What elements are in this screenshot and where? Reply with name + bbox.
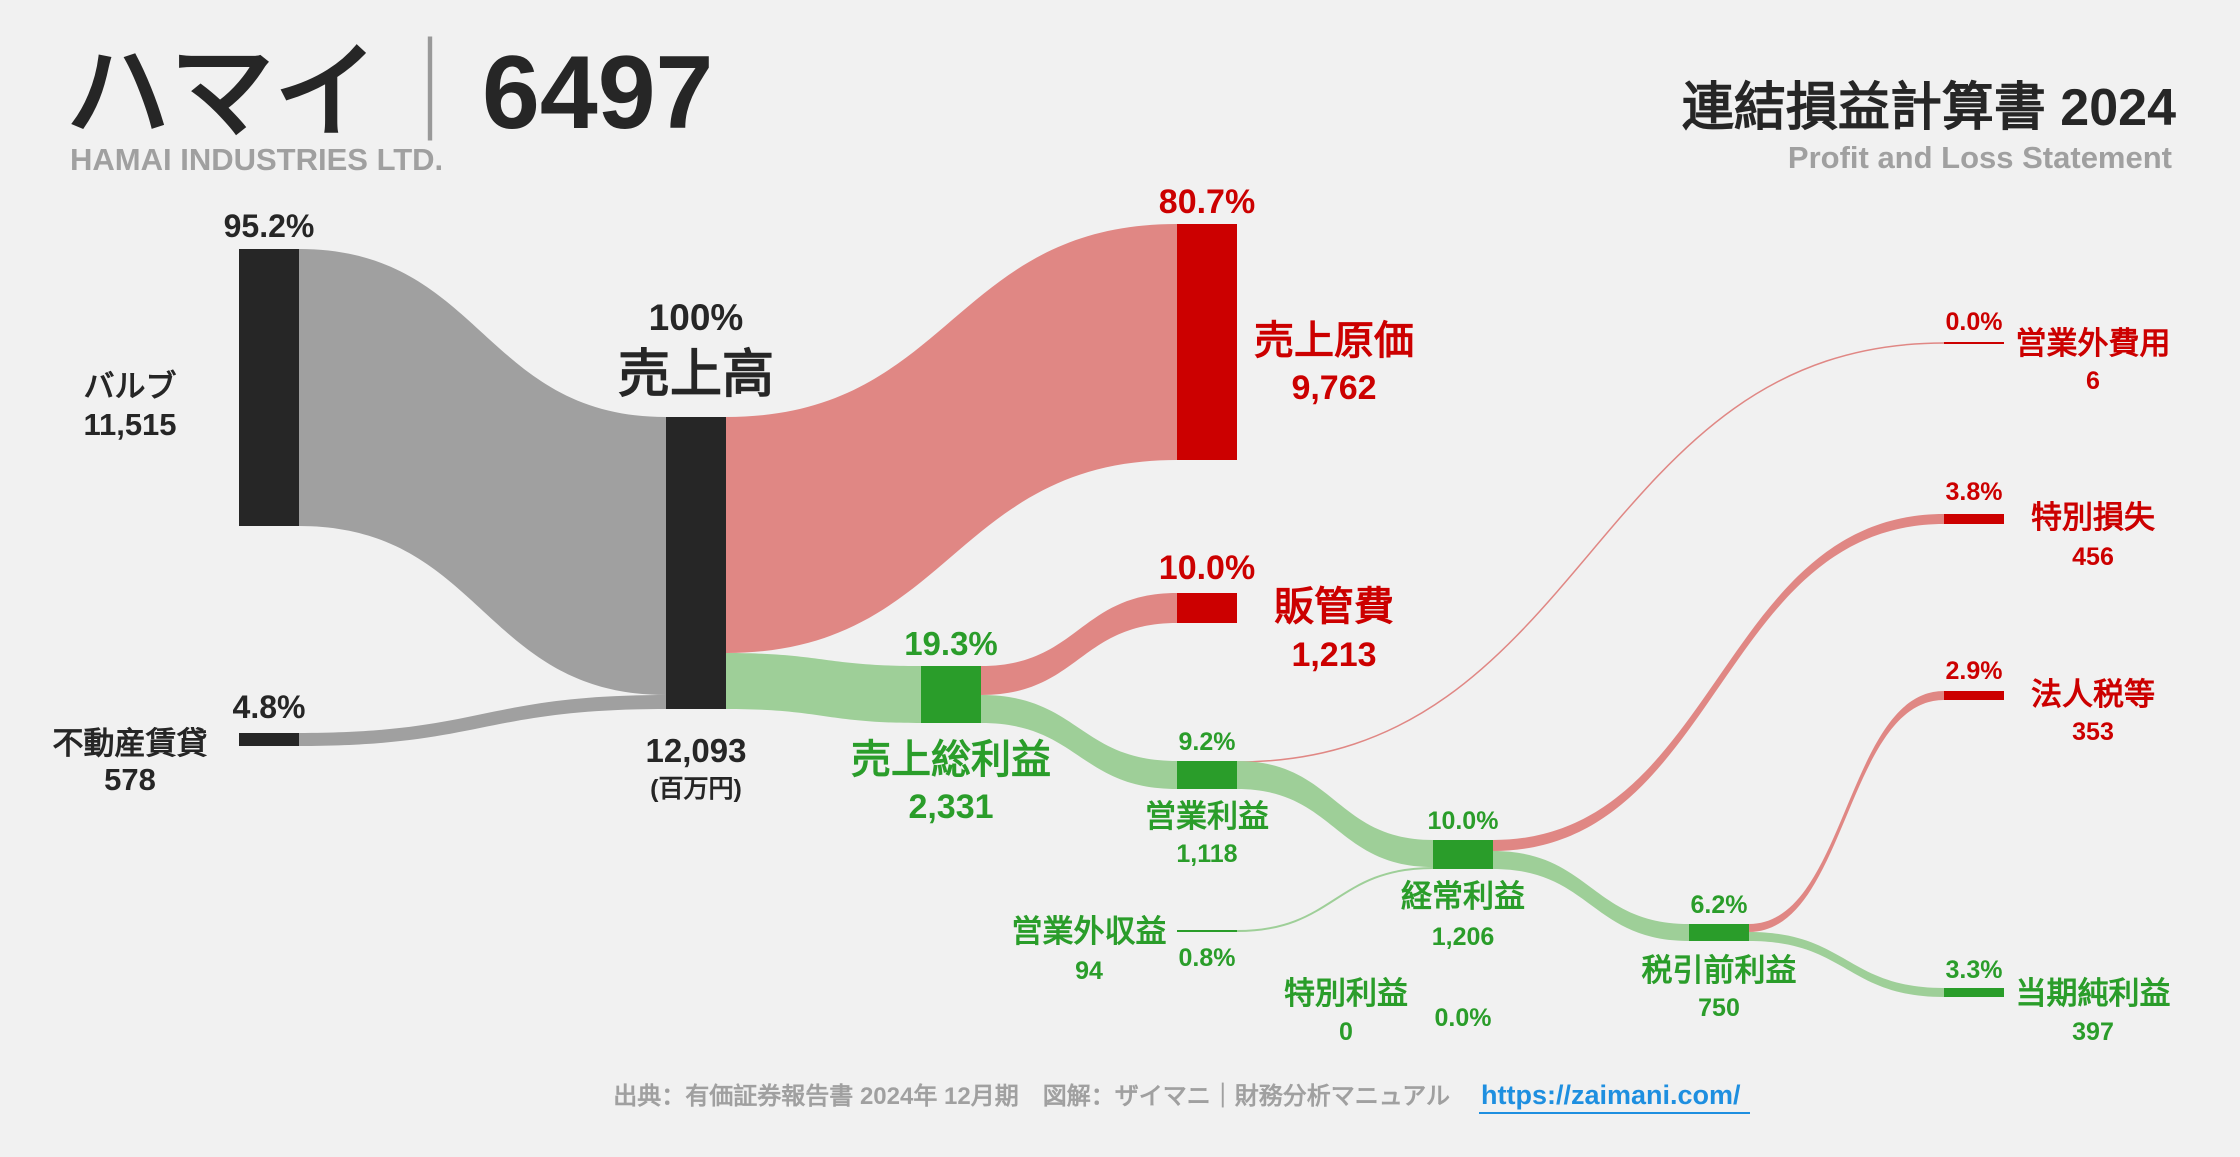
- cogs-label: 売上原価: [1254, 319, 1414, 363]
- sales-label: 売上高: [618, 346, 774, 404]
- sales-pct: 100%: [649, 297, 744, 338]
- flow-operating-ordinary: [1237, 761, 1433, 867]
- node-pretax: [1689, 924, 1749, 941]
- node-cogs: [1177, 224, 1237, 460]
- operating-label: 営業利益: [1145, 799, 1269, 834]
- node-sga: [1177, 593, 1237, 623]
- node-gross: [921, 666, 981, 723]
- valve-label: バルブ: [84, 369, 177, 404]
- nonop-exp-value: 6: [2086, 367, 2100, 395]
- node-operating: [1177, 761, 1237, 789]
- tax-label: 法人税等: [2031, 677, 2155, 712]
- nonop-exp-label: 営業外費用: [2016, 326, 2171, 361]
- tax-pct: 2.9%: [1946, 657, 2003, 685]
- footer-source: 出典：有価証券報告書 2024年 12月期 図解：ザイマニ｜財務分析マニュアル: [613, 1082, 1450, 1110]
- extra-loss-label: 特別損失: [2031, 500, 2156, 535]
- pretax-value: 750: [1698, 994, 1740, 1022]
- sga-pct: 10.0%: [1159, 549, 1255, 587]
- footer-link[interactable]: https://zaimani.com/: [1481, 1080, 1741, 1110]
- net-pct: 3.3%: [1946, 956, 2003, 984]
- nonop-exp-pct: 0.0%: [1946, 308, 2003, 336]
- company-name: ハマイ｜6497: [66, 35, 713, 151]
- company-name-en: HAMAI INDUSTRIES LTD.: [70, 142, 443, 177]
- extra-loss-value: 456: [2072, 543, 2114, 571]
- rent-value: 578: [104, 762, 156, 797]
- nonop-inc-label: 営業外収益: [1012, 914, 1167, 949]
- flow-valve-sales: [299, 249, 666, 695]
- sales-unit: (百万円): [650, 775, 742, 803]
- node-nonop-exp: [1944, 342, 2004, 344]
- ordinary-value: 1,206: [1432, 923, 1495, 951]
- sga-label: 販管費: [1274, 585, 1394, 629]
- statement-title: 連結損益計算書 2024: [1682, 79, 2176, 137]
- gross-label: 売上総利益: [851, 738, 1051, 782]
- node-rent: [239, 733, 299, 746]
- node-nonop-inc: [1177, 930, 1237, 932]
- flows: [299, 224, 1945, 997]
- ordinary-pct: 10.0%: [1428, 807, 1499, 835]
- node-net: [1944, 988, 2004, 997]
- valve-value: 11,515: [83, 407, 176, 442]
- flow-sales-gross: [726, 653, 921, 723]
- nonop-inc-value: 94: [1075, 957, 1103, 985]
- sga-value: 1,213: [1291, 636, 1376, 674]
- extra-gain-label: 特別利益: [1284, 976, 1408, 1011]
- gross-value: 2,331: [908, 788, 993, 826]
- flow-sales-cogs: [726, 224, 1177, 653]
- flow-rent-sales: [299, 695, 666, 746]
- rent-label: 不動産賃貸: [53, 726, 208, 761]
- node-sales: [666, 417, 726, 709]
- flow-nonop-inc-ordinary: [1236, 867, 1434, 932]
- extra-loss-pct: 3.8%: [1946, 478, 2003, 506]
- node-valve: [239, 249, 299, 526]
- ordinary-label: 経常利益: [1401, 879, 1525, 914]
- flow-pretax-net: [1749, 932, 1944, 997]
- node-extra-loss: [1944, 514, 2004, 524]
- valve-pct: 95.2%: [224, 208, 315, 244]
- flow-pretax-tax: [1749, 691, 1944, 932]
- pretax-pct: 6.2%: [1691, 891, 1748, 919]
- net-label: 当期純利益: [2016, 976, 2171, 1011]
- statement-subtitle: Profit and Loss Statement: [1788, 140, 2172, 175]
- flow-gross-sga: [981, 593, 1177, 695]
- node-tax: [1944, 691, 2004, 700]
- extra-gain-value: 0: [1339, 1018, 1353, 1046]
- operating-pct: 9.2%: [1179, 728, 1236, 756]
- nonop-inc-pct: 0.8%: [1179, 944, 1236, 972]
- cogs-pct: 80.7%: [1159, 183, 1255, 221]
- flow-operating-nonop-exp: [1236, 342, 1945, 763]
- operating-value: 1,118: [1176, 840, 1237, 868]
- tax-value: 353: [2072, 718, 2114, 746]
- rent-pct: 4.8%: [233, 689, 306, 725]
- flow-gross-operating: [981, 695, 1177, 789]
- node-ordinary: [1433, 840, 1493, 869]
- cogs-value: 9,762: [1291, 369, 1376, 407]
- svg-text:https://zaimani.com/: https://zaimani.com/: [1481, 1080, 1741, 1110]
- flow-ordinary-pretax: [1493, 851, 1689, 941]
- pretax-label: 税引前利益: [1642, 953, 1797, 988]
- flow-ordinary-extra-loss: [1493, 514, 1944, 851]
- extra-gain-pct: 0.0%: [1435, 1004, 1492, 1032]
- net-value: 397: [2072, 1018, 2114, 1046]
- gross-pct: 19.3%: [904, 625, 998, 662]
- sales-value: 12,093: [646, 732, 747, 769]
